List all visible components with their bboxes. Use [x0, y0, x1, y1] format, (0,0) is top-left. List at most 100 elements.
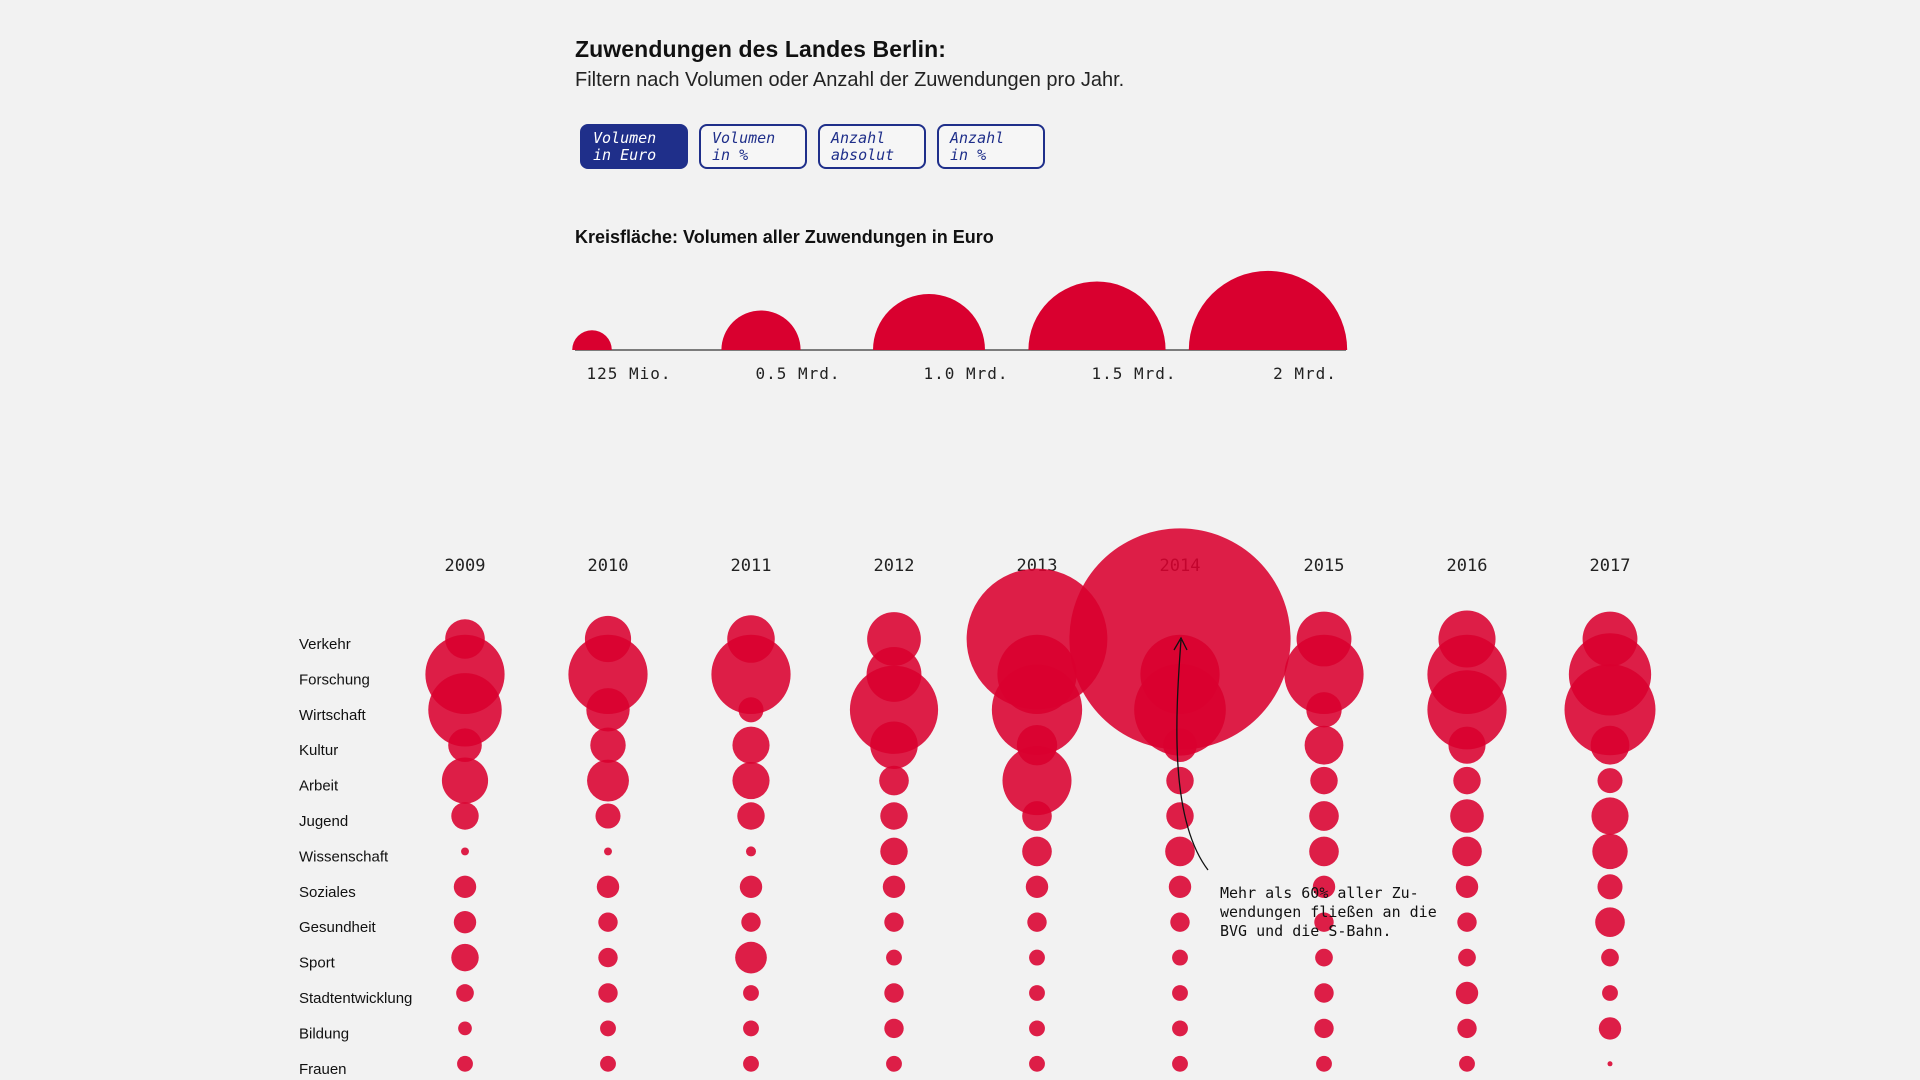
legend-label: 1.5 Mrd.	[1091, 364, 1176, 383]
annotation-arrow	[1176, 639, 1209, 871]
bubble	[886, 949, 902, 966]
bubble	[884, 912, 904, 932]
bubble	[743, 1055, 759, 1072]
legend-label: 125 Mio.	[586, 364, 671, 383]
bubble	[451, 943, 479, 972]
bubble	[604, 847, 612, 856]
filter-count-percent-button[interactable]: Anzahl in %	[937, 124, 1045, 169]
bubble	[1163, 728, 1197, 762]
category-label: Forschung	[299, 671, 370, 688]
category-label: Soziales	[299, 884, 356, 901]
bubble	[1455, 875, 1479, 898]
category-label: Stadtentwicklung	[299, 990, 412, 1007]
filter-button-group: Volumen in Euro Volumen in % Anzahl abso…	[580, 124, 1045, 169]
bubble	[882, 875, 906, 898]
bubble	[1455, 981, 1479, 1005]
category-label: Frauen	[299, 1061, 347, 1078]
bubble	[732, 762, 770, 800]
bubble	[1602, 985, 1618, 1001]
legend-half-circle	[1028, 281, 1166, 350]
bubble	[849, 665, 939, 754]
filter-button-label: in %	[950, 146, 987, 164]
category-label: Jugend	[299, 813, 348, 830]
bubble	[586, 688, 630, 732]
bubble	[1607, 1061, 1613, 1067]
bubble	[991, 664, 1083, 755]
bubble	[739, 875, 763, 898]
bubble	[1591, 797, 1629, 835]
bubble	[1309, 801, 1339, 831]
bubble	[1592, 833, 1628, 870]
filter-button-label: Anzahl	[831, 129, 886, 147]
bubble	[453, 911, 477, 934]
bubble	[1025, 875, 1049, 898]
year-label: 2017	[1590, 556, 1631, 576]
filter-button-label: in Euro	[593, 146, 657, 164]
bubble	[600, 1020, 616, 1037]
bubble	[598, 947, 618, 968]
bubble	[1314, 912, 1334, 932]
bubble	[461, 847, 469, 856]
bubble	[1459, 1055, 1475, 1072]
category-label: Wissenschaft	[299, 848, 389, 865]
bubble	[598, 912, 618, 932]
bubble	[1310, 766, 1338, 795]
bubble	[600, 1055, 616, 1072]
filter-button-label: Anzahl	[950, 129, 1005, 147]
bubble	[1590, 725, 1630, 765]
legend-title: Kreisfläche: Volumen aller Zuwendungen i…	[575, 227, 994, 247]
bubble	[737, 802, 765, 830]
filter-button-label: absolut	[831, 146, 895, 164]
bubble	[741, 912, 761, 932]
bubble	[1027, 912, 1047, 932]
bubble	[458, 1021, 472, 1036]
bubble	[590, 727, 626, 763]
bubble	[587, 759, 629, 802]
bubble	[1564, 664, 1656, 756]
annotation-text: Mehr als 60% aller Zu- wendungen fließen…	[1220, 884, 1437, 940]
filter-button-label: Volumen	[712, 129, 776, 147]
bubble	[735, 941, 767, 974]
bubble	[1597, 874, 1623, 900]
legend-half-circle	[572, 330, 612, 350]
bubble	[1134, 663, 1226, 756]
bubble	[1452, 836, 1482, 867]
bubble	[1022, 836, 1052, 867]
category-label: Gesundheit	[299, 919, 377, 936]
bubble	[1029, 949, 1045, 966]
bubble	[1601, 948, 1619, 967]
bubble	[1029, 1020, 1045, 1037]
bubble	[886, 1055, 902, 1072]
legend-label: 0.5 Mrd.	[755, 364, 840, 383]
year-label: 2016	[1447, 556, 1488, 576]
page-subtitle: Filtern nach Volumen oder Anzahl der Zuw…	[575, 69, 1125, 91]
filter-count-absolute-button[interactable]: Anzahl absolut	[818, 124, 926, 169]
bubble	[1314, 1018, 1334, 1039]
bubble	[1312, 875, 1336, 898]
bubble	[743, 1020, 759, 1037]
filter-volume-euro-button[interactable]: Volumen in Euro	[580, 124, 688, 169]
category-label: Wirtschaft	[299, 707, 367, 724]
filter-volume-percent-button[interactable]: Volumen in %	[699, 124, 807, 169]
filter-button-label: in %	[712, 146, 749, 164]
bubble	[451, 802, 479, 830]
year-label: 2015	[1304, 556, 1345, 576]
bubble	[1284, 634, 1364, 715]
bubble	[1022, 801, 1052, 831]
bubble	[879, 765, 909, 796]
bubble	[732, 726, 770, 764]
bubble	[1316, 1055, 1332, 1072]
bubble	[1595, 907, 1625, 938]
bubble	[441, 757, 489, 804]
bubble	[596, 875, 620, 898]
year-label: 2009	[445, 556, 486, 576]
bubble	[745, 846, 757, 857]
category-label: Kultur	[299, 742, 338, 759]
bubble	[1172, 949, 1188, 966]
bubble	[1172, 1055, 1188, 1072]
bubble	[884, 1018, 904, 1039]
bubble	[1029, 985, 1045, 1001]
bubble	[743, 985, 759, 1001]
page-title: Zuwendungen des Landes Berlin:	[575, 36, 947, 62]
